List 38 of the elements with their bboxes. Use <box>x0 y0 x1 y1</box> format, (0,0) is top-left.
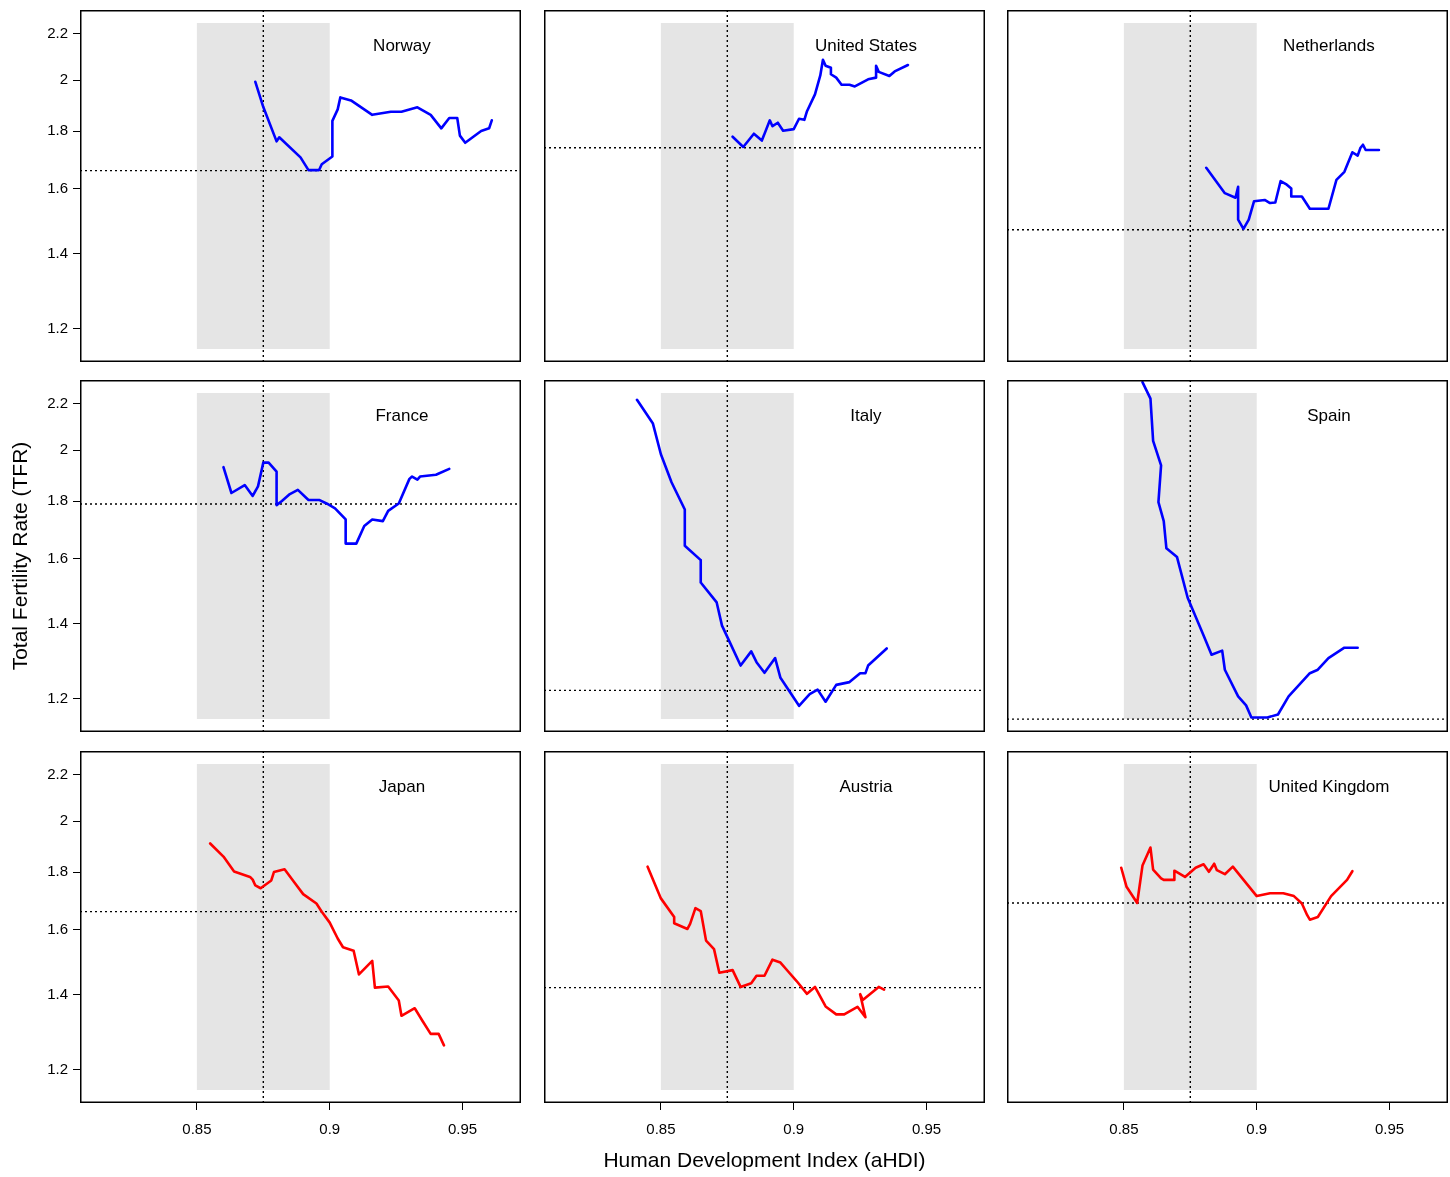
y-tick-label: 1.2 <box>47 688 68 706</box>
x-tick-label: 0.9 <box>319 1120 341 1138</box>
y-tick-label: 1.6 <box>47 178 68 196</box>
y-tick-label: 2.2 <box>47 393 68 411</box>
text: France <box>375 405 429 425</box>
text: Norway <box>373 35 432 55</box>
text: United Kingdom <box>1268 776 1390 796</box>
y-tick-label: 1.4 <box>47 984 68 1002</box>
x-tick-label: 0.85 <box>182 1120 212 1138</box>
y-tick-label: 1.6 <box>47 548 68 566</box>
y-tick-label: 1.2 <box>47 1059 68 1077</box>
x-tick-label: 0.95 <box>911 1120 942 1138</box>
y-axis-title: Total Fertility Rate (TFR) <box>8 441 32 671</box>
y-tick-label: 2.2 <box>47 23 68 41</box>
text: United States <box>814 35 917 55</box>
y-tick-label: 1.6 <box>47 919 68 937</box>
y-tick-label: 2 <box>59 70 68 88</box>
y-tick-label: 1.8 <box>47 862 68 880</box>
x-axis-title: Human Development Index (aHDI) <box>603 1148 926 1172</box>
y-tick-label: 1.2 <box>47 318 68 336</box>
x-tick-label: 0.9 <box>1246 1120 1268 1138</box>
x-tick-label: 0.85 <box>1109 1120 1139 1138</box>
text: Italy <box>850 405 883 425</box>
y-tick-label: 2.2 <box>47 764 68 782</box>
y-tick-label: 1.8 <box>47 491 68 509</box>
y-tick-label: 1.4 <box>47 243 68 261</box>
text: Japan <box>378 776 426 796</box>
x-tick-label: 0.9 <box>783 1120 805 1138</box>
text: Spain <box>1307 405 1351 425</box>
y-tick-label: 1.8 <box>47 121 68 139</box>
text: Austria <box>839 776 893 796</box>
x-tick-label: 0.95 <box>447 1120 478 1138</box>
y-tick-label: 1.4 <box>47 613 68 631</box>
y-tick-label: 2 <box>59 440 68 458</box>
x-tick-label: 0.85 <box>646 1120 676 1138</box>
text: Netherlands <box>1283 35 1375 55</box>
y-tick-label: 2 <box>59 811 68 829</box>
x-tick-label: 0.95 <box>1374 1120 1405 1138</box>
